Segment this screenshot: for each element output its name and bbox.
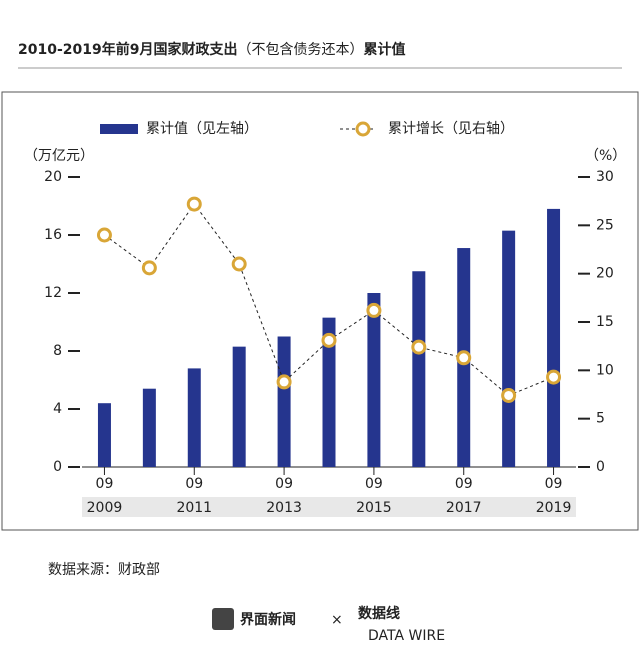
y-tick-label: 4	[53, 401, 62, 417]
line-point	[546, 369, 562, 385]
y2-tick-label: 25	[596, 217, 614, 233]
x-tick-label: 2019	[536, 500, 572, 516]
brand-icon	[212, 608, 234, 630]
chart-frame	[1, 91, 639, 531]
legend-swatch	[100, 124, 138, 134]
times: ×	[331, 612, 343, 628]
x-tick-month: 09	[545, 476, 563, 492]
bar	[367, 293, 381, 467]
bar	[97, 403, 111, 467]
line-point	[141, 260, 157, 276]
x-tick-month: 09	[185, 476, 203, 492]
x-tick-month: 09	[455, 476, 473, 492]
line-point	[96, 227, 112, 243]
y-unit: （万亿元）	[24, 148, 94, 164]
source: 数据来源：财政部	[48, 562, 160, 578]
line-point	[411, 339, 427, 355]
bar	[502, 230, 516, 467]
legend-marker	[355, 121, 371, 137]
partner: 数据线	[358, 605, 400, 622]
x-tick-label: 2011	[176, 500, 212, 516]
bar	[232, 346, 246, 467]
title-main: 2010-2019年前9月国家财政支出	[18, 41, 237, 58]
y-tick-label: 12	[44, 285, 62, 301]
legend-label: 累计值（见左轴）	[146, 121, 258, 137]
title-note: （不包含债务还本）	[237, 42, 363, 58]
y-tick-label: 8	[53, 343, 62, 359]
chart-title: 2010-2019年前9月国家财政支出（不包含债务还本）累计值	[18, 41, 405, 58]
line-point	[186, 196, 202, 212]
bar	[322, 317, 336, 467]
y2-tick-label: 5	[596, 411, 605, 427]
y-tick-label: 16	[44, 227, 62, 243]
x-tick-month: 09	[96, 476, 114, 492]
y-tick-label: 20	[44, 169, 62, 185]
y2-tick-label: 30	[596, 169, 614, 185]
bar	[547, 208, 561, 467]
bar	[412, 271, 426, 467]
y2-tick-label: 10	[596, 362, 614, 378]
legend-label: 累计增长（见右轴）	[388, 121, 514, 137]
y2-unit: （%）	[585, 148, 626, 164]
x-tick-month: 09	[275, 476, 293, 492]
y2-tick-label: 0	[596, 459, 605, 475]
x-tick-label: 2017	[446, 500, 482, 516]
x-tick-label: 2015	[356, 500, 392, 516]
y-tick-label: 0	[53, 459, 62, 475]
y2-tick-label: 20	[596, 266, 614, 282]
partner-sub: DATA WIRE	[368, 628, 445, 644]
x-tick-month: 09	[365, 476, 383, 492]
y2-tick-label: 15	[596, 314, 614, 330]
brand: 界面新闻	[240, 611, 296, 628]
x-tick-label: 2013	[266, 500, 302, 516]
line-point	[321, 332, 337, 348]
year-band	[82, 497, 576, 517]
line-point	[501, 387, 517, 403]
line-point	[366, 302, 382, 318]
line-point	[231, 256, 247, 272]
x-tick-label: 2009	[87, 500, 123, 516]
bar	[142, 388, 156, 467]
bar	[187, 368, 201, 467]
bar	[277, 336, 291, 467]
line-point	[456, 350, 472, 366]
title-suffix: 累计值	[363, 41, 405, 58]
line-point	[276, 374, 292, 390]
